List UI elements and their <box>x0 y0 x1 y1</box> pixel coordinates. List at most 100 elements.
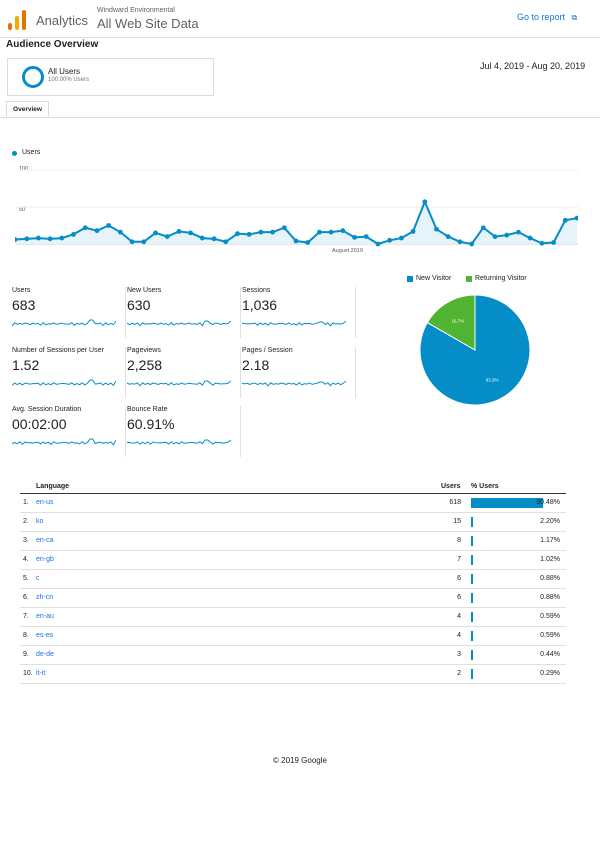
metric-value: 2,258 <box>127 357 163 373</box>
data-point[interactable] <box>59 235 65 241</box>
row-index: 10. <box>23 670 33 677</box>
language-link[interactable]: en-au <box>36 613 54 620</box>
language-link[interactable]: en-gb <box>36 556 54 563</box>
data-point[interactable] <box>457 239 463 245</box>
data-point[interactable] <box>246 231 252 237</box>
table-row: 7. en-au 4 0.59% <box>20 608 566 627</box>
data-point[interactable] <box>82 225 88 231</box>
data-point[interactable] <box>24 236 30 242</box>
share-bar <box>471 517 473 527</box>
segment-card[interactable]: All Users 100.00% Users <box>7 58 214 96</box>
metric-value: 630 <box>127 297 151 313</box>
data-point[interactable] <box>106 223 112 228</box>
metric-sessions-per-user[interactable]: Number of Sessions per User 1.52 <box>12 347 126 398</box>
share-bar <box>471 574 473 584</box>
data-point[interactable] <box>445 234 451 239</box>
data-point[interactable] <box>551 240 556 245</box>
users-count: 3 <box>457 651 461 658</box>
data-point[interactable] <box>94 228 100 234</box>
data-point[interactable] <box>141 239 147 245</box>
metric-label: Users <box>12 287 31 294</box>
segment-ring-icon <box>22 66 44 88</box>
data-point[interactable] <box>352 234 357 240</box>
go-to-report-label: Go to report <box>517 12 566 22</box>
data-point[interactable] <box>293 238 299 244</box>
metric-sessions[interactable]: Sessions 1,036 <box>242 287 356 338</box>
data-point[interactable] <box>527 235 533 241</box>
tab-divider <box>0 117 600 118</box>
metric-value: 1.52 <box>12 357 40 373</box>
data-point[interactable] <box>223 239 229 245</box>
data-point[interactable] <box>235 231 240 237</box>
data-point[interactable] <box>422 199 428 205</box>
data-point[interactable] <box>188 230 194 236</box>
go-to-report-link[interactable]: Go to report ⧉ <box>517 12 577 23</box>
table-row: 5. c 6 0.88% <box>20 570 566 589</box>
y-tick-label: 50 <box>19 207 26 213</box>
language-link[interactable]: en-ca <box>36 537 54 544</box>
data-point[interactable] <box>410 229 416 234</box>
segment-subtitle: 100.00% Users <box>48 77 90 83</box>
table-row: 3. en-ca 8 1.17% <box>20 532 566 551</box>
data-point[interactable] <box>434 226 439 232</box>
data-point[interactable] <box>469 241 475 247</box>
metric-avg-session-duration[interactable]: Avg. Session Duration 00:02:00 <box>12 406 126 457</box>
data-point[interactable] <box>317 229 322 235</box>
language-link[interactable]: c <box>36 575 40 582</box>
language-link[interactable]: en-us <box>36 499 54 506</box>
data-point[interactable] <box>281 225 287 231</box>
data-point[interactable] <box>516 229 521 235</box>
table-row: 4. en-gb 7 1.02% <box>20 551 566 570</box>
data-point[interactable] <box>36 235 41 241</box>
column-header-language: Language <box>36 483 70 490</box>
users-percent: 1.02% <box>540 556 560 563</box>
metric-pageviews[interactable]: Pageviews 2,258 <box>127 347 241 398</box>
data-point[interactable] <box>480 225 486 231</box>
data-point[interactable] <box>398 235 404 241</box>
language-link[interactable]: de-de <box>36 651 54 658</box>
data-point[interactable] <box>117 229 123 235</box>
metric-sparkline <box>242 320 346 327</box>
pie-slice-returning-visitor[interactable] <box>426 294 476 351</box>
date-range[interactable]: Jul 4, 2019 - Aug 20, 2019 <box>480 61 586 71</box>
data-point[interactable] <box>164 234 170 239</box>
metric-label: Sessions <box>242 287 271 294</box>
metric-new-users[interactable]: New Users 630 <box>127 287 241 338</box>
data-point[interactable] <box>539 240 545 246</box>
data-point[interactable] <box>328 229 334 235</box>
data-point[interactable] <box>129 239 135 245</box>
metric-users[interactable]: Users 683 <box>12 287 126 338</box>
users-percent: 0.88% <box>540 594 560 601</box>
legend-label-returning-visitor: Returning Visitor <box>475 275 527 282</box>
header-divider <box>0 37 600 38</box>
data-point[interactable] <box>258 229 264 235</box>
data-point[interactable] <box>574 215 578 221</box>
data-point[interactable] <box>199 235 205 241</box>
language-link[interactable]: es-es <box>36 632 54 639</box>
data-point[interactable] <box>387 237 393 243</box>
data-point[interactable] <box>340 228 346 234</box>
data-point[interactable] <box>15 237 18 242</box>
tab-overview[interactable]: Overview <box>6 101 49 117</box>
language-link[interactable]: it-it <box>36 670 46 677</box>
data-point[interactable] <box>305 240 311 245</box>
data-point[interactable] <box>211 236 217 242</box>
x-tick-label: August 2019 <box>332 248 363 254</box>
data-point[interactable] <box>47 236 53 242</box>
data-point[interactable] <box>71 231 76 237</box>
data-point[interactable] <box>176 229 182 234</box>
data-point[interactable] <box>492 234 498 239</box>
language-link[interactable]: zh-cn <box>36 594 54 601</box>
data-point[interactable] <box>270 229 275 235</box>
metric-value: 683 <box>12 297 36 313</box>
sparkline-path <box>127 439 231 445</box>
data-point[interactable] <box>153 230 158 236</box>
data-point[interactable] <box>363 234 369 239</box>
data-point[interactable] <box>375 241 381 247</box>
data-point[interactable] <box>504 232 510 238</box>
data-point[interactable] <box>562 217 568 223</box>
language-link[interactable]: ko <box>36 518 44 525</box>
metric-bounce-rate[interactable]: Bounce Rate 60.91% <box>127 406 241 457</box>
metric-pages-per-session[interactable]: Pages / Session 2.18 <box>242 347 356 398</box>
users-percent: 1.17% <box>540 537 560 544</box>
